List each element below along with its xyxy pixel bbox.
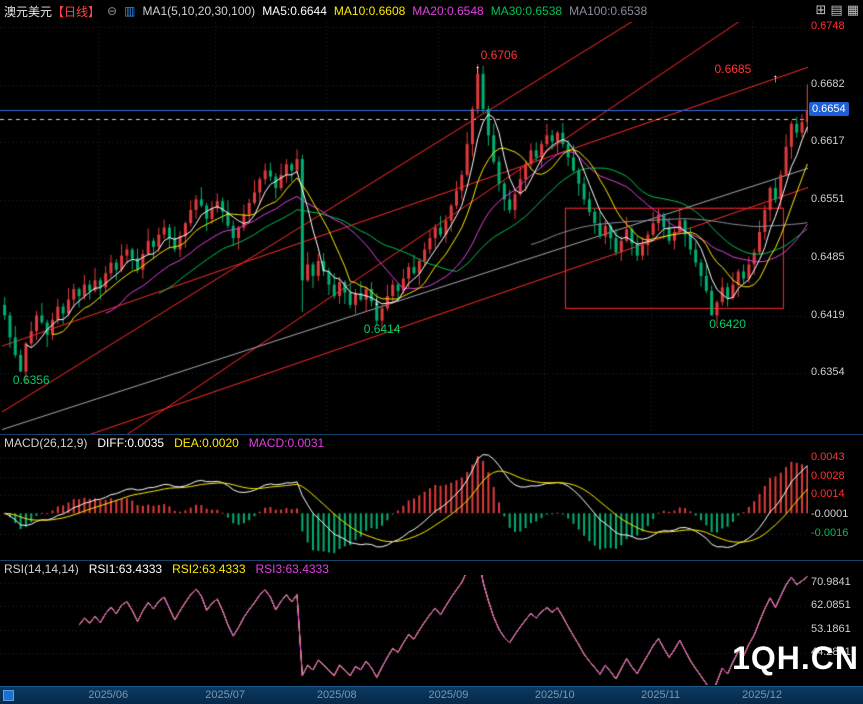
price-axis-label: 0.6354 <box>811 366 845 379</box>
rsi2-value: RSI2:63.4333 <box>172 561 246 576</box>
ma30-value: MA30:0.6538 <box>490 4 563 18</box>
x-axis-label: 2025/06 <box>88 689 129 701</box>
price-axis-label: 0.6748 <box>811 20 845 33</box>
macd-diff-value: DIFF:0.0035 <box>97 435 165 450</box>
rsi-axis-label: 53.1861 <box>811 622 851 635</box>
ma20-value: MA20:0.6548 <box>412 4 484 18</box>
price-axis-label: 0.6682 <box>811 78 845 91</box>
period-label: 【日线】 <box>52 4 101 19</box>
macd-axis-label: 0.0043 <box>811 451 845 463</box>
macd-settings-label: MACD(26,12,9) <box>4 435 88 450</box>
rsi3-value: RSI3:63.4333 <box>255 561 329 576</box>
price-axis-label: 0.6419 <box>811 309 845 322</box>
price-axis-label: 0.6617 <box>811 135 845 148</box>
macd-chart[interactable] <box>0 449 808 557</box>
grid-layout-icon[interactable]: ▦ <box>846 2 859 17</box>
ma5-value: MA5:0.6644 <box>262 4 327 18</box>
kline-style-icon[interactable]: ▥ <box>124 4 136 18</box>
ma-settings-label: MA1(5,10,20,30,100) <box>142 4 256 18</box>
rsi-axis-label: 70.9841 <box>811 575 851 588</box>
macd-axis-label: 0.0014 <box>811 488 845 501</box>
ma10-value: MA10:0.6608 <box>333 4 406 18</box>
candlestick-chart[interactable] <box>0 22 808 434</box>
macd-axis-label: -0.0016 <box>811 526 849 539</box>
x-axis-label: 2025/07 <box>205 689 246 701</box>
instrument-title: 澳元美元 <box>4 4 53 19</box>
macd-axis-label: -0.0001 <box>811 507 849 520</box>
window-controls: ⊞ ▤ ▦ <box>816 3 860 17</box>
x-axis-label: 2025/08 <box>316 689 357 701</box>
macd-macd-value: MACD:0.0031 <box>248 435 325 450</box>
x-axis-label: 2025/12 <box>742 689 782 701</box>
new-window-icon[interactable]: ▤ <box>830 2 843 17</box>
rsi-axis-label: 62.0851 <box>811 599 851 612</box>
price-axis-label: 0.6485 <box>811 251 845 264</box>
macd-dea-value: DEA:0.0020 <box>174 435 239 450</box>
rsi1-value: RSI1:63.4333 <box>88 561 163 576</box>
rsi-settings-label: RSI(14,14,14) <box>4 561 79 576</box>
ma100-value: MA100:0.6538 <box>569 4 648 18</box>
x-axis-label: 2025/10 <box>534 689 575 701</box>
price-axis-label: 0.6551 <box>811 193 845 206</box>
macd-header: MACD(26,12,9) DIFF:0.0035 DEA:0.0020 MAC… <box>0 434 863 450</box>
chart-header: 澳元美元 【日线】 ⊖ ▥ MA1(5,10,20,30,100) MA5:0.… <box>0 0 863 22</box>
timeframe-icon[interactable] <box>3 690 14 701</box>
x-axis-label: 2025/11 <box>641 689 681 701</box>
rsi-header: RSI(14,14,14) RSI1:63.4333 RSI2:63.4333 … <box>0 560 863 576</box>
current-price-label: 0.6654 <box>809 101 849 116</box>
rsi-chart[interactable] <box>0 575 808 685</box>
x-axis-label: 2025/09 <box>428 689 469 701</box>
time-axis: 2025/06 2025/07 2025/08 2025/09 2025/10 2025/… <box>0 686 863 704</box>
rsi-axis-label: 44.2871 <box>811 645 851 658</box>
macd-axis-label: 0.0028 <box>811 470 845 483</box>
collapse-icon[interactable]: ⊖ <box>107 4 118 18</box>
zoom-in-icon[interactable]: ⊞ <box>815 2 827 17</box>
